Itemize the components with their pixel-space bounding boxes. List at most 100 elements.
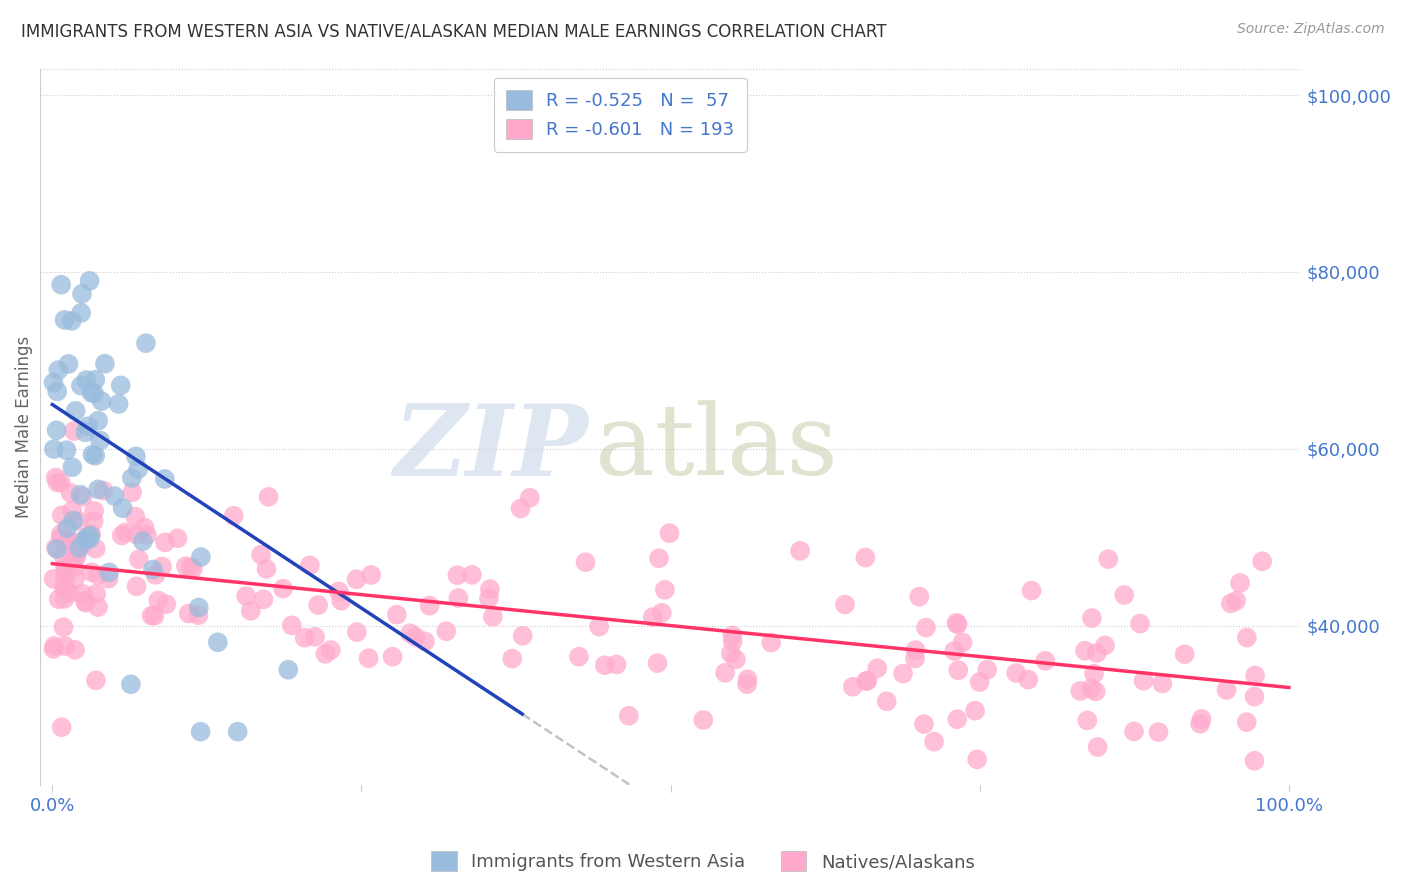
Point — [59, 486, 82, 500]
Point — [44, 639, 66, 653]
Point — [63, 643, 86, 657]
Point — [588, 620, 610, 634]
Point — [413, 634, 436, 648]
Point — [141, 608, 163, 623]
Text: Source: ZipAtlas.com: Source: ZipAtlas.com — [1237, 22, 1385, 37]
Point — [307, 598, 329, 612]
Point — [1215, 682, 1237, 697]
Point — [419, 599, 441, 613]
Point — [80, 527, 103, 541]
Point — [1251, 554, 1274, 568]
Point — [125, 450, 148, 464]
Point — [84, 673, 107, 688]
Point — [346, 625, 368, 640]
Point — [922, 734, 945, 748]
Point — [1080, 681, 1102, 696]
Point — [75, 373, 97, 387]
Point — [82, 448, 104, 462]
Point — [84, 587, 107, 601]
Point — [83, 504, 105, 518]
Point — [83, 514, 105, 528]
Point — [720, 646, 742, 660]
Point — [891, 666, 914, 681]
Point — [190, 724, 212, 739]
Point — [124, 509, 146, 524]
Point — [1219, 596, 1241, 610]
Point — [257, 490, 280, 504]
Point — [70, 539, 93, 553]
Point — [65, 404, 87, 418]
Point — [70, 286, 93, 301]
Point — [135, 336, 157, 351]
Point — [53, 591, 76, 606]
Point — [84, 373, 107, 387]
Point — [83, 386, 105, 401]
Point — [49, 475, 72, 490]
Point — [63, 424, 86, 438]
Point — [62, 513, 84, 527]
Point — [1229, 576, 1251, 591]
Point — [330, 593, 353, 607]
Point — [70, 534, 93, 549]
Point — [111, 528, 134, 542]
Point — [647, 656, 669, 670]
Point — [87, 414, 110, 428]
Point — [97, 572, 120, 586]
Point — [789, 544, 811, 558]
Y-axis label: Median Male Earnings: Median Male Earnings — [15, 335, 32, 517]
Point — [1236, 631, 1258, 645]
Text: IMMIGRANTS FROM WESTERN ASIA VS NATIVE/ALASKAN MEDIAN MALE EARNINGS CORRELATION : IMMIGRANTS FROM WESTERN ASIA VS NATIVE/A… — [21, 22, 887, 40]
Point — [946, 617, 969, 632]
Point — [721, 628, 744, 642]
Point — [714, 665, 737, 680]
Point — [187, 608, 209, 623]
Point — [79, 528, 101, 542]
Point — [145, 567, 167, 582]
Point — [1021, 583, 1043, 598]
Point — [87, 568, 110, 582]
Point — [1147, 725, 1170, 739]
Point — [76, 531, 98, 545]
Point — [89, 434, 111, 448]
Point — [834, 598, 856, 612]
Point — [94, 357, 117, 371]
Point — [853, 550, 876, 565]
Point — [721, 634, 744, 648]
Point — [346, 572, 368, 586]
Point — [948, 663, 970, 677]
Point — [125, 579, 148, 593]
Point — [1129, 616, 1152, 631]
Point — [1094, 639, 1116, 653]
Point — [1083, 666, 1105, 681]
Point — [84, 449, 107, 463]
Point — [1017, 673, 1039, 687]
Point — [360, 568, 382, 582]
Point — [107, 397, 129, 411]
Point — [952, 635, 974, 649]
Point — [908, 590, 931, 604]
Point — [1191, 712, 1213, 726]
Point — [46, 542, 69, 557]
Point — [328, 584, 350, 599]
Point — [1069, 684, 1091, 698]
Point — [142, 562, 165, 576]
Point — [69, 488, 91, 502]
Point — [75, 596, 97, 610]
Point — [222, 508, 245, 523]
Point — [80, 385, 103, 400]
Point — [461, 567, 484, 582]
Point — [190, 549, 212, 564]
Point — [49, 531, 72, 545]
Point — [84, 541, 107, 556]
Point — [153, 472, 176, 486]
Point — [166, 531, 188, 545]
Point — [277, 663, 299, 677]
Point — [207, 635, 229, 649]
Point — [98, 566, 121, 580]
Point — [866, 661, 889, 675]
Point — [58, 535, 80, 549]
Point — [58, 357, 80, 371]
Point — [842, 680, 865, 694]
Point — [51, 508, 73, 523]
Point — [87, 483, 110, 497]
